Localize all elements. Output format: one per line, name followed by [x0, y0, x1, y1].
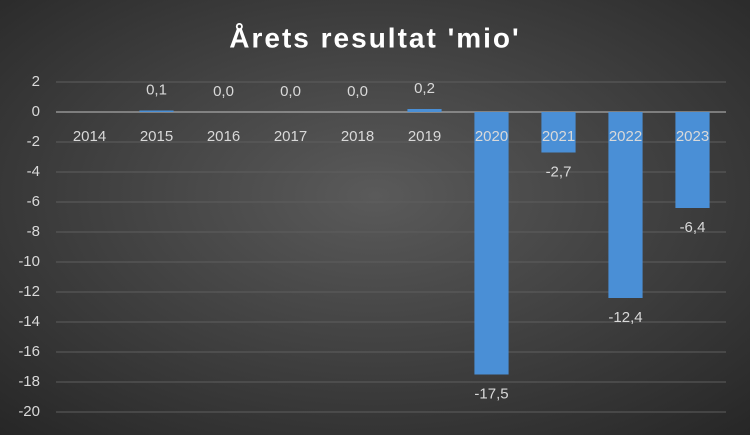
bar: [139, 110, 174, 112]
data-label: -12,4: [608, 309, 642, 326]
x-tick-label: 2020: [475, 128, 508, 145]
bar: [608, 112, 643, 298]
y-tick-label: -8: [27, 223, 40, 240]
data-label: -2,7: [546, 163, 572, 180]
bar: [541, 112, 576, 153]
data-label: 0,2: [414, 80, 435, 97]
data-label: -6,4: [680, 219, 706, 236]
x-tick-label: 2023: [676, 128, 709, 145]
data-label: 0,0: [347, 83, 368, 100]
x-tick-label: 2019: [408, 128, 441, 145]
data-label: 0,0: [280, 83, 301, 100]
y-tick-label: -2: [27, 133, 40, 150]
x-tick-label: 2017: [274, 128, 307, 145]
chart-title: Årets resultat 'mio': [229, 22, 520, 53]
x-tick-label: 2016: [207, 128, 240, 145]
bar: [675, 112, 710, 208]
y-tick-label: 2: [32, 73, 40, 90]
y-tick-label: -4: [27, 163, 40, 180]
x-tick-label: 2015: [140, 128, 173, 145]
bar: [407, 109, 442, 112]
data-label: -17,5: [474, 385, 508, 402]
y-tick-label: 0: [32, 103, 40, 120]
y-tick-label: -12: [18, 283, 40, 300]
y-tick-label: -14: [18, 313, 40, 330]
x-tick-label: 2014: [73, 128, 106, 145]
y-tick-label: -20: [18, 403, 40, 420]
x-tick-label: 2018: [341, 128, 374, 145]
data-label: 0,0: [213, 83, 234, 100]
bar: [474, 112, 509, 375]
x-tick-label: 2021: [542, 128, 575, 145]
x-tick-label: 2022: [609, 128, 642, 145]
y-tick-label: -16: [18, 343, 40, 360]
data-label: 0,1: [146, 81, 167, 98]
y-tick-label: -10: [18, 253, 40, 270]
y-tick-label: -18: [18, 373, 40, 390]
y-tick-label: -6: [27, 193, 40, 210]
